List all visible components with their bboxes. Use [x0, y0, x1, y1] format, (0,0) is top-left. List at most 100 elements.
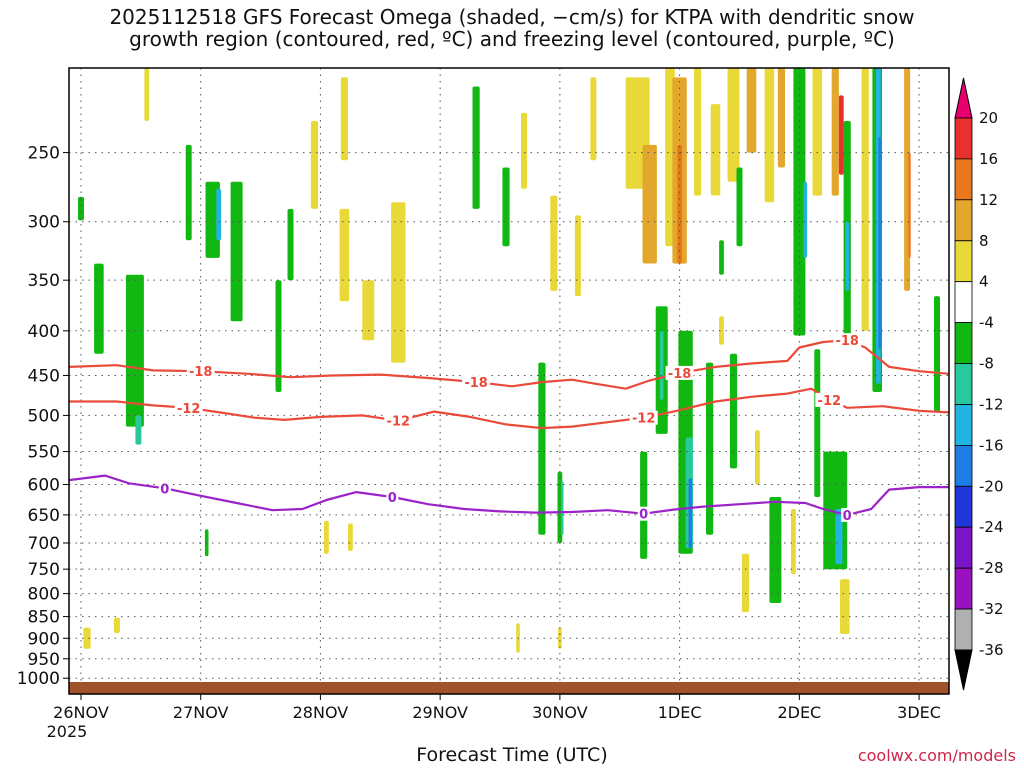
contour-label-bg: [833, 333, 862, 348]
omega-cell: [764, 68, 775, 203]
omega-cell: [659, 330, 664, 400]
contour-label: -18: [668, 367, 692, 382]
y-tick-label: 300: [28, 213, 60, 233]
omega-cell: [791, 509, 796, 575]
omega-cell: [727, 68, 740, 182]
contour-label: 0: [639, 508, 648, 523]
colorbar-swatch: [954, 444, 973, 487]
x-tick-label: 28NOV: [293, 703, 349, 722]
contours: -18 -18 -18 -18 -12 -12 -12 -12 0 0 0 0: [69, 333, 949, 524]
omega-cell: [205, 181, 220, 258]
y-tick-label: 900: [28, 629, 60, 649]
omega-cell: [472, 86, 480, 209]
colorbar: 20 16 12 8 4 -4 -8 -12 -16 -20 -24 -28 -32 -36: [954, 77, 1004, 691]
colorbar-swatch: [954, 404, 973, 446]
colorbar-swatch: [954, 158, 973, 201]
omega-cell: [769, 497, 782, 603]
contour-label-bg: [174, 400, 203, 415]
contour-label-bg: [815, 392, 844, 407]
omega-cell: [113, 617, 120, 633]
contour-label-bg: [158, 481, 171, 496]
omega-cell: [558, 627, 562, 649]
contour-label-bg: [186, 364, 215, 379]
omega-cell: [642, 144, 657, 264]
omega-cell: [310, 121, 319, 209]
colorbar-label: -8: [979, 355, 994, 373]
omega-cell: [502, 167, 510, 247]
contour-label: 0: [388, 491, 397, 506]
omega-cell: [861, 68, 869, 331]
y-tick-label: 600: [28, 476, 60, 496]
colorbar-swatch: [954, 322, 973, 364]
y-tick-label: 800: [28, 585, 60, 605]
colorbar-label: -24: [979, 518, 1004, 536]
omega-cell: [838, 95, 844, 175]
omega-cell: [845, 221, 849, 291]
colorbar-label: 12: [979, 191, 998, 209]
colorbar-label: 16: [979, 150, 998, 168]
contour-label: -12: [818, 394, 842, 409]
omega-cell: [135, 415, 142, 445]
colorbar-top-arrow: [954, 77, 973, 119]
colorbar-label: 4: [979, 273, 989, 291]
y-tick-label: 400: [28, 322, 60, 342]
contour-label: 0: [843, 509, 852, 524]
colorbar-swatch: [954, 567, 973, 610]
omega-cell: [590, 77, 597, 161]
y-tick-label: 700: [28, 534, 60, 554]
colorbar-label: 8: [979, 232, 989, 250]
omega-cell: [339, 208, 350, 302]
chart-title: 2025112518 GFS Forecast Omega (shaded, −…: [0, 6, 1024, 50]
omega-cell: [840, 579, 850, 634]
ground-surface: [69, 682, 949, 694]
omega-cell: [83, 627, 91, 649]
colorbar-bottom-arrow: [954, 649, 973, 691]
colorbar-label: -12: [979, 396, 1004, 414]
colorbar-swatch: [954, 608, 973, 651]
y-tick-label: 850: [28, 608, 60, 628]
omega-cell: [185, 144, 192, 241]
y-tick-label: 550: [28, 443, 60, 463]
omega-cell: [144, 68, 150, 121]
colorbar-swatch: [954, 281, 973, 324]
contour-label-bg: [386, 490, 399, 504]
colorbar-label: -4: [979, 314, 994, 332]
y-tick-label: 250: [28, 144, 60, 164]
omega-cell: [561, 481, 564, 535]
omega-cell: [324, 520, 329, 554]
contour-label: -18: [189, 365, 213, 380]
y-tick-label: 950: [28, 650, 60, 670]
plot-frame: [68, 67, 950, 695]
contour-line: [69, 474, 949, 516]
credit-link[interactable]: coolwx.com/models: [857, 746, 1016, 765]
omega-cell: [640, 451, 648, 559]
y-axis: 2503003504004505005506006507007508008509…: [17, 144, 69, 689]
contour-label-bg: [629, 410, 658, 425]
omega-cell: [78, 196, 84, 221]
omega-cell: [814, 349, 821, 497]
omega-cell: [688, 478, 693, 549]
contour-label: -12: [177, 402, 201, 417]
omega-cell: [812, 68, 823, 196]
contour-label: -12: [387, 415, 411, 430]
omega-cell: [719, 316, 724, 345]
x-tick-label: 3DEC: [897, 703, 941, 722]
colorbar-swatch: [954, 526, 973, 569]
colorbar-swatch: [954, 240, 973, 283]
omega-cell: [831, 68, 839, 196]
y-tick-label: 450: [28, 366, 60, 386]
omega-cell: [793, 68, 806, 336]
x-tick-label: 29NOV: [412, 703, 468, 722]
y-tick-label: 650: [28, 506, 60, 526]
y-tick-label: 1000: [17, 669, 60, 689]
omega-cell: [230, 181, 243, 322]
omega-cell: [340, 77, 348, 161]
chart-title-line2: growth region (contoured, red, ºC) and f…: [129, 27, 895, 51]
omega-cell: [362, 280, 375, 341]
contour-label: -12: [632, 412, 656, 427]
colorbar-label: -32: [979, 600, 1004, 618]
x-tick-sublabel: 2025: [47, 722, 88, 741]
omega-cell: [275, 280, 282, 392]
contour-label: 0: [160, 482, 169, 497]
colorbar-label: -28: [979, 559, 1004, 577]
